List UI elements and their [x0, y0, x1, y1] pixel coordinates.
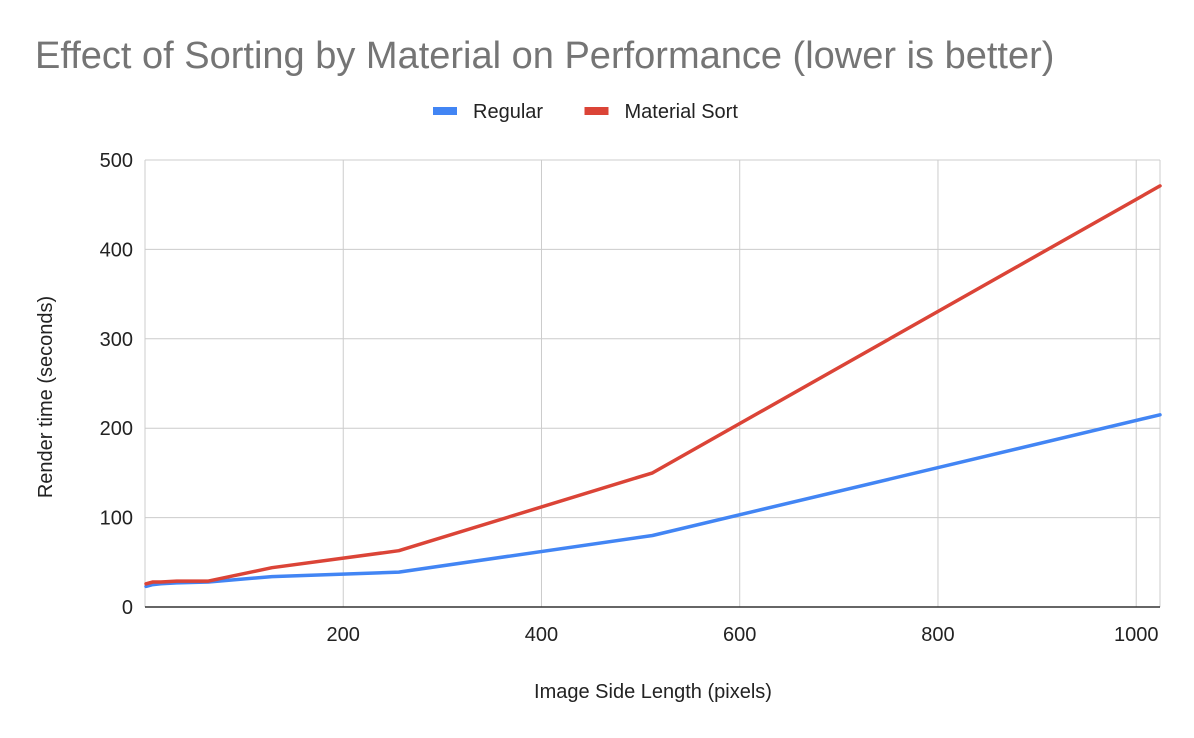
x-tick-label: 800: [921, 624, 954, 646]
x-axis-ticks: 200 400 600 800 1000: [327, 624, 1159, 646]
y-tick-label: 400: [100, 239, 133, 261]
legend-label-0: Regular: [473, 101, 543, 123]
y-tick-label: 200: [100, 418, 133, 440]
series-lines: [144, 184, 1162, 589]
x-tick-label: 400: [525, 624, 558, 646]
chart-title: Effect of Sorting by Material on Perform…: [35, 35, 1054, 77]
y-tick-label: 500: [100, 150, 133, 172]
x-tick-label: 200: [327, 624, 360, 646]
x-axis-label: Image Side Length (pixels): [534, 681, 772, 703]
x-tick-label: 1000: [1114, 624, 1159, 646]
legend-swatch-1: [584, 107, 609, 115]
legend-label-1: Material Sort: [625, 101, 739, 123]
y-tick-label: 100: [100, 508, 133, 530]
x-tick-label: 600: [723, 624, 756, 646]
legend-swatch-0: [433, 107, 457, 115]
y-axis-label: Render time (seconds): [35, 296, 57, 498]
series-line-0: [144, 413, 1162, 589]
grid: [144, 159, 1161, 607]
y-tick-label: 300: [100, 329, 133, 351]
legend: Regular Material Sort: [433, 101, 738, 123]
series-line-1: [144, 184, 1162, 586]
y-axis-ticks: 0 100 200 300 400 500: [100, 150, 133, 619]
y-tick-label: 0: [122, 597, 133, 619]
